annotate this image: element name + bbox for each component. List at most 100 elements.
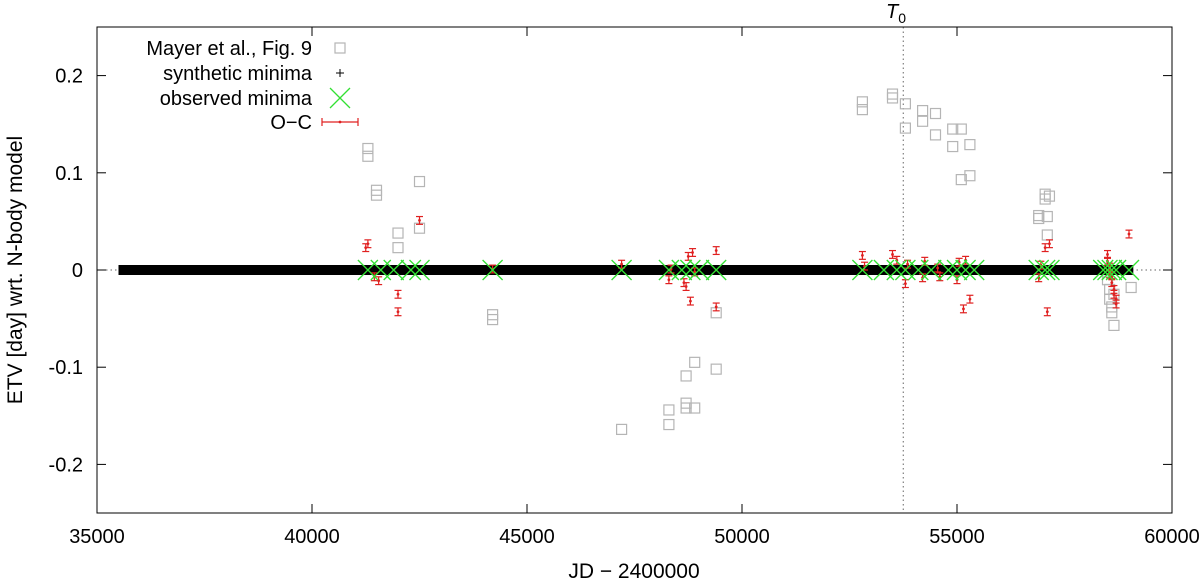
oc-point (394, 307, 402, 317)
observed-minimum-marker (671, 259, 693, 281)
mayer-point (680, 402, 692, 414)
observed-minimum-marker (1038, 259, 1060, 281)
mayer-point (487, 313, 499, 326)
mayer-point (929, 107, 942, 120)
mayer-point (1108, 319, 1120, 332)
y-tick-label: 0 (72, 260, 83, 282)
mayer-series (362, 88, 1137, 436)
mayer-point (1125, 281, 1137, 294)
observed-minimum-marker (1034, 259, 1056, 281)
oc-marker (686, 254, 690, 258)
observed-minimum-marker (679, 259, 701, 281)
mayer-point (1043, 190, 1056, 202)
x-tick-label: 35000 (69, 526, 125, 548)
observed-minimum-marker (920, 259, 942, 281)
oc-marker (684, 285, 688, 288)
mayer-point (886, 88, 899, 100)
oc-marker (714, 249, 718, 252)
observed-minimum-marker (409, 259, 430, 281)
oc-point (1125, 229, 1133, 239)
oc-marker (366, 242, 370, 246)
observed-minimum-marker (1118, 259, 1140, 281)
observed-minimum-marker (1101, 259, 1123, 281)
oc-point (416, 215, 423, 225)
oc-point (394, 289, 402, 299)
y-tick-label: -0.2 (49, 454, 83, 476)
observed-minimum-marker (383, 259, 405, 281)
mayer-point (1041, 210, 1053, 223)
y-axis-label: ETV [day] wrt. N-body model (4, 136, 27, 404)
oc-point (1043, 307, 1051, 317)
oc-marker (377, 279, 381, 283)
oc-marker (962, 307, 965, 311)
mayer-point (663, 418, 675, 431)
x-tick-label: 50000 (714, 526, 770, 548)
mayer-point (916, 104, 929, 117)
mayer-point (413, 175, 426, 188)
oc-marker (861, 254, 864, 257)
observed-series (357, 259, 1140, 281)
oc-point (686, 296, 694, 306)
observed-minimum-marker (1028, 259, 1050, 281)
mayer-point (362, 150, 374, 162)
mayer-point (663, 404, 675, 416)
legend-cross-icon (329, 87, 351, 109)
mayer-point (955, 123, 967, 135)
legend-label: observed minima (160, 88, 313, 110)
y-tick-label: -0.1 (49, 357, 83, 379)
mayer-point (916, 115, 929, 127)
oc-marker (936, 266, 940, 270)
mayer-point (689, 356, 701, 368)
mayer-point (947, 123, 959, 135)
observed-minimum-marker (937, 259, 959, 281)
oc-marker (1114, 302, 1118, 306)
oc-marker (418, 219, 421, 222)
oc-marker (1043, 246, 1047, 250)
y-tick-label: 0.1 (55, 163, 83, 185)
legend-errorbar-dot (338, 120, 342, 124)
oc-point (684, 251, 692, 261)
oc-point (364, 239, 372, 249)
observed-minimum-marker (482, 259, 504, 281)
oc-marker (667, 278, 671, 282)
legend-label: O−C (270, 112, 312, 134)
mayer-point (1033, 212, 1045, 225)
observed-minimum-marker (705, 259, 727, 281)
observed-minimum-marker (946, 259, 968, 281)
x-tick-label: 60000 (1144, 526, 1200, 548)
observed-minimum-marker (886, 259, 908, 281)
mayer-point (856, 96, 869, 108)
x-axis-label: JD − 2400000 (568, 560, 699, 583)
oc-marker (691, 251, 694, 254)
oc-point (959, 304, 967, 314)
observed-minimum-marker (1097, 259, 1118, 281)
y-axis: -0.2 -0.1 0 0.1 0.2 (49, 66, 1172, 476)
oc-point (858, 250, 866, 260)
mayer-point (1041, 229, 1053, 241)
legend: Mayer et al., Fig. 9 synthetic minima obse… (146, 38, 359, 134)
mayer-point (964, 170, 976, 182)
oc-marker (693, 270, 697, 274)
mayer-point (1039, 193, 1051, 205)
legend-label: synthetic minima (163, 63, 313, 85)
mayer-point (964, 139, 976, 151)
legend-square-icon (334, 42, 346, 54)
oc-point (901, 279, 909, 289)
oc-point (1045, 239, 1053, 249)
observed-minimum-marker (851, 259, 873, 281)
mayer-point (710, 363, 722, 375)
observed-minimum-marker (400, 259, 422, 281)
mayer-point (856, 104, 869, 116)
oc-point (665, 275, 673, 285)
oc-point (712, 246, 720, 256)
mayer-point (955, 174, 967, 186)
mayer-point (689, 402, 701, 414)
mayer-point (947, 140, 959, 153)
mayer-point (899, 122, 912, 134)
oc-marker (1110, 281, 1114, 285)
mayer-point (615, 423, 628, 436)
synthetic-series (118, 265, 1134, 275)
mayer-point (370, 189, 383, 201)
oc-marker (1127, 232, 1131, 236)
